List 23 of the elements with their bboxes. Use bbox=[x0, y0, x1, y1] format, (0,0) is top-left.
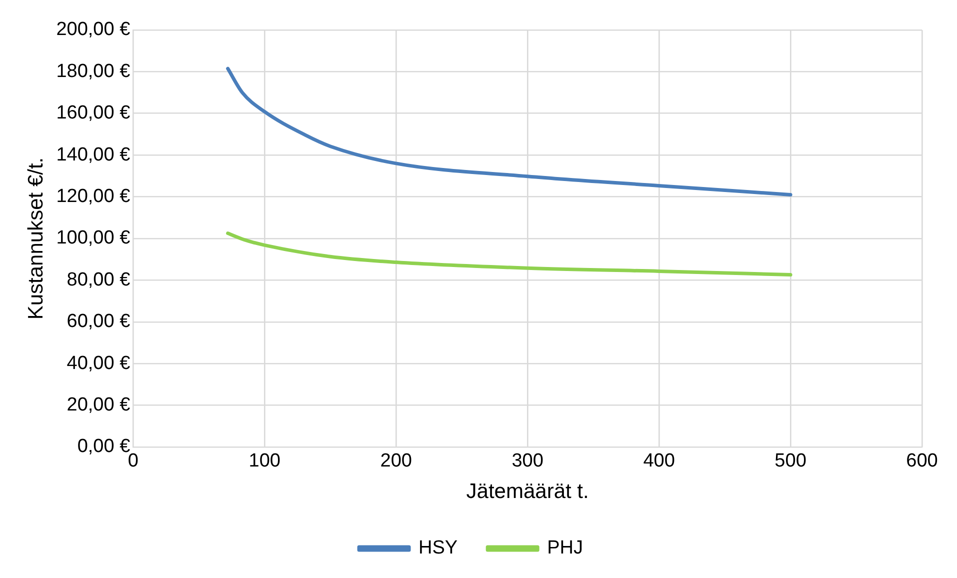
y-tick-label: 120,00 € bbox=[56, 186, 131, 208]
x-tick-label: 500 bbox=[774, 450, 806, 472]
legend-label: HSY bbox=[418, 538, 458, 559]
x-tick-label: 0 bbox=[128, 450, 138, 472]
y-tick-label: 180,00 € bbox=[56, 60, 131, 82]
y-tick-label: 40,00 € bbox=[66, 352, 131, 374]
y-tick-label: 20,00 € bbox=[66, 394, 131, 416]
y-tick-label: 100,00 € bbox=[56, 228, 131, 249]
y-axis-title: Kustannukset €/t. bbox=[24, 157, 48, 320]
x-tick-label: 400 bbox=[643, 450, 675, 472]
x-axis-title: Jätemäärät t. bbox=[466, 480, 589, 504]
y-tick-label: 80,00 € bbox=[66, 269, 131, 290]
legend-label: PHJ bbox=[547, 538, 583, 559]
x-tick-label: 200 bbox=[380, 450, 412, 472]
y-tick-label: 60,00 € bbox=[66, 311, 131, 332]
y-tick-label: 200,00 € bbox=[56, 19, 131, 40]
line-series bbox=[226, 66, 792, 196]
line-series bbox=[226, 232, 792, 277]
x-tick-label: 100 bbox=[248, 450, 280, 472]
x-tick-label: 600 bbox=[906, 450, 938, 472]
y-tick-label: 160,00 € bbox=[56, 102, 131, 124]
x-tick-label: 300 bbox=[512, 450, 544, 472]
y-tick-label: 140,00 € bbox=[56, 144, 131, 166]
